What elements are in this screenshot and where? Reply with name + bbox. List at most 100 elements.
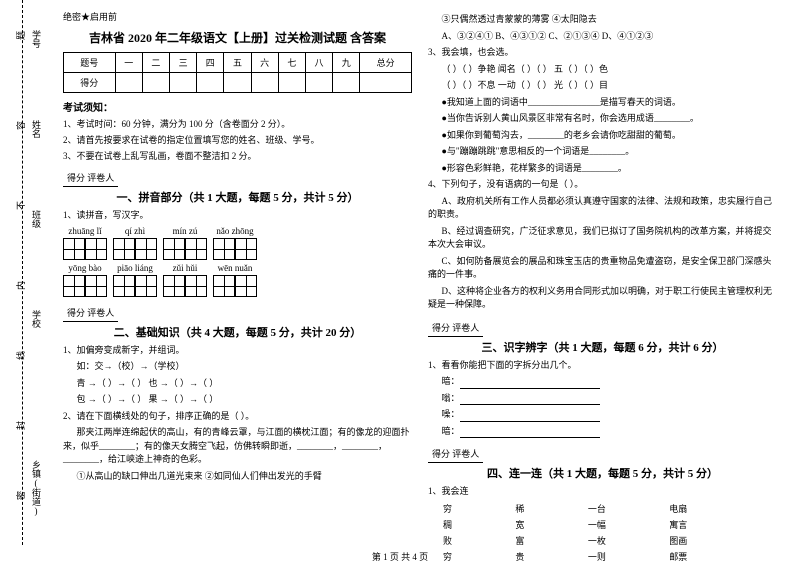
table-row: 题号 一 二 三 四 五 六 七 八 九 总分 [64, 53, 412, 73]
section-title: 三、识字辨字（共 1 大题，每题 6 分，共计 6 分） [428, 339, 777, 355]
notice-item: 2、请首先按要求在试卷的指定位置填写您的姓名、班级、学号。 [63, 133, 412, 146]
sub-item: ●与"蹦蹦跳跳"意思相反的一个词语是________。 [428, 145, 777, 159]
pinyin-row: yōng bào piāo liáng zǔi hǔi wēn nuǎn [63, 263, 412, 297]
choices: A、③②④① B、④③①② C、②①③④ D、④①②③ [428, 30, 777, 44]
pinyin-text: mín zú [173, 226, 198, 236]
pinyin-cell: zǔi hǔi [163, 263, 207, 297]
th: 一 [115, 53, 142, 73]
pinyin-cell: piāo liáng [113, 263, 157, 297]
page-footer: 第 1 页 共 4 页 [0, 550, 800, 563]
example: 如：交→（校）→（学校） [63, 360, 412, 374]
split-item: 嗡： [428, 392, 777, 406]
secret-mark: 绝密★启用前 [63, 10, 412, 23]
blank [460, 395, 600, 405]
section-title: 一、拼音部分（共 1 大题，每题 5 分，共计 5 分） [63, 189, 412, 205]
blank [460, 379, 600, 389]
pinyin-cell: zhuāng lǐ [63, 226, 107, 260]
pinyin-text: zǔi hǔi [173, 263, 198, 273]
pinyin-text: zhuāng lǐ [68, 226, 101, 236]
th: 四 [197, 53, 224, 73]
pinyin-cell: nǎo zhōng [213, 226, 257, 260]
seal-mark: 线 [14, 351, 27, 360]
passage: 那夹江两岸连绵起伏的高山，有的青峰云罩，与江面的横枕江面；有的像龙的迎面扑来，似… [63, 426, 412, 467]
seal-mark: 封 [14, 421, 27, 430]
pinyin-row: zhuāng lǐ qí zhì mín zú nǎo zhōng [63, 226, 412, 260]
right-column: ③只偶然透过青蒙蒙的薄雾 ④太阳隐去 A、③②④① B、④③①② C、②①③④ … [420, 10, 785, 545]
split-item: 暗： [428, 425, 777, 439]
side-label: 乡镇(街道) [30, 460, 43, 516]
option: C、如何防备展览会的展品和珠宝玉店的贵重物品免遭盗窃，是安全保卫部门深感头痛的一… [428, 255, 777, 282]
section-title: 二、基础知识（共 4 大题，每题 5 分，共计 20 分） [63, 324, 412, 340]
side-label: 学校 [30, 310, 43, 328]
side-label: 班级 [30, 210, 43, 228]
sub-item: ●如果你到葡萄沟去，________的老乡会请你吃甜甜的葡萄。 [428, 129, 777, 143]
th: 五 [224, 53, 251, 73]
seal-mark: 题 [14, 31, 27, 40]
th: 九 [333, 53, 360, 73]
scorer-box: 得分 评卷人 [63, 304, 118, 322]
connect-row: 稠宽一幅寓言 [443, 518, 687, 531]
label: 嗡： [442, 393, 460, 403]
pinyin-text: piāo liáng [117, 263, 153, 273]
question: 1、加偏旁变成新字，并组词。 [63, 344, 412, 358]
notice-item: 3、不要在试卷上乱写乱画，卷面不整洁扣 2 分。 [63, 149, 412, 162]
scorer-box: 得分 评卷人 [428, 445, 483, 463]
pinyin-cell: wēn nuǎn [213, 263, 257, 297]
pinyin-cell: qí zhì [113, 226, 157, 260]
sub-item: ●我知道上面的词语中________________是描写春天的词语。 [428, 96, 777, 110]
th: 七 [278, 53, 305, 73]
question: 2、请在下面横线处的句子，排序正确的是（ ）。 [63, 410, 412, 424]
th: 六 [251, 53, 278, 73]
pinyin-text: wēn nuǎn [218, 263, 253, 273]
th: 题号 [64, 53, 116, 73]
scorer-box: 得分 评卷人 [428, 319, 483, 337]
option: D、这种将企业各方的权利义务用合同形式加以明确，对于职工行使民主管理权利无疑是一… [428, 285, 777, 312]
fold-line [22, 0, 23, 545]
notice-head: 考试须知： [63, 99, 412, 114]
notice-item: 1、考试时间：60 分钟，满分为 100 分（含卷面分 2 分）。 [63, 117, 412, 130]
left-column: 绝密★启用前 吉林省 2020 年二年级语文【上册】过关检测试题 含答案 题号 … [55, 10, 420, 545]
th: 三 [170, 53, 197, 73]
sub-item: ●当你告诉别人黄山风景区非常有名时，你会选用成语________。 [428, 112, 777, 126]
th: 二 [142, 53, 169, 73]
pinyin-cell: mín zú [163, 226, 207, 260]
seal-mark: 容 [14, 121, 27, 130]
seal-mark: 密 [14, 491, 27, 500]
question: 1、读拼音，写汉字。 [63, 209, 412, 223]
question: 1、我会连 [428, 485, 777, 499]
blank-line: （ ）（ ）不息 一动（ ）（ ） 光（ ）（ ）目 [428, 79, 777, 93]
seal-mark: 不 [14, 201, 27, 210]
section-title: 四、连一连（共 1 大题，每题 5 分，共计 5 分） [428, 465, 777, 481]
exam-title: 吉林省 2020 年二年级语文【上册】过关检测试题 含答案 [63, 29, 412, 46]
table-row: 得分 [64, 73, 412, 93]
question: 3、我会填，也会选。 [428, 46, 777, 60]
question: 1、看看你能把下面的字拆分出几个。 [428, 359, 777, 373]
option: A、政府机关所有工作人员都必须认真遵守国家的法律、法规和政策，忠实履行自己的职责… [428, 195, 777, 222]
question: 4、下列句子，没有语病的一句是（ ）。 [428, 178, 777, 192]
connect-row: 败富一枚图画 [443, 534, 687, 547]
seal-mark: 内 [14, 281, 27, 290]
split-item: 噪： [428, 408, 777, 422]
sub-item: ●形容色彩鲜艳，花样繁多的词语是________。 [428, 162, 777, 176]
notice-list: 1、考试时间：60 分钟，满分为 100 分（含卷面分 2 分）。 2、请首先按… [63, 117, 412, 162]
page: 绝密★启用前 吉林省 2020 年二年级语文【上册】过关检测试题 含答案 题号 … [0, 0, 800, 545]
side-label: 姓名 [30, 120, 43, 138]
blank [460, 428, 600, 438]
td: 得分 [64, 73, 116, 93]
th: 八 [305, 53, 332, 73]
blank-line: （ ）（ ）争艳 闻名（ ）（ ） 五（ ）（ ）色 [428, 63, 777, 77]
connect-row: 穷稀一台电扇 [443, 502, 687, 515]
split-item: 暗： [428, 375, 777, 389]
score-table: 题号 一 二 三 四 五 六 七 八 九 总分 得分 [63, 52, 412, 93]
blank-line: 青 →（ ）→（ ） 也 →（ ）→（ ） [63, 377, 412, 391]
pinyin-text: nǎo zhōng [216, 226, 253, 236]
label: 噪： [442, 409, 460, 419]
scorer-box: 得分 评卷人 [63, 169, 118, 187]
blank [460, 412, 600, 422]
blank-line: 包 →（ ）→（ ） 果 →（ ）→（ ） [63, 393, 412, 407]
pinyin-text: qí zhì [125, 226, 145, 236]
options: ①从高山的缺口伸出几道光束来 ②如同仙人们伸出发光的手臂 [63, 470, 412, 484]
options: ③只偶然透过青蒙蒙的薄雾 ④太阳隐去 [428, 13, 777, 27]
pinyin-cell: yōng bào [63, 263, 107, 297]
pinyin-text: yōng bào [68, 263, 101, 273]
